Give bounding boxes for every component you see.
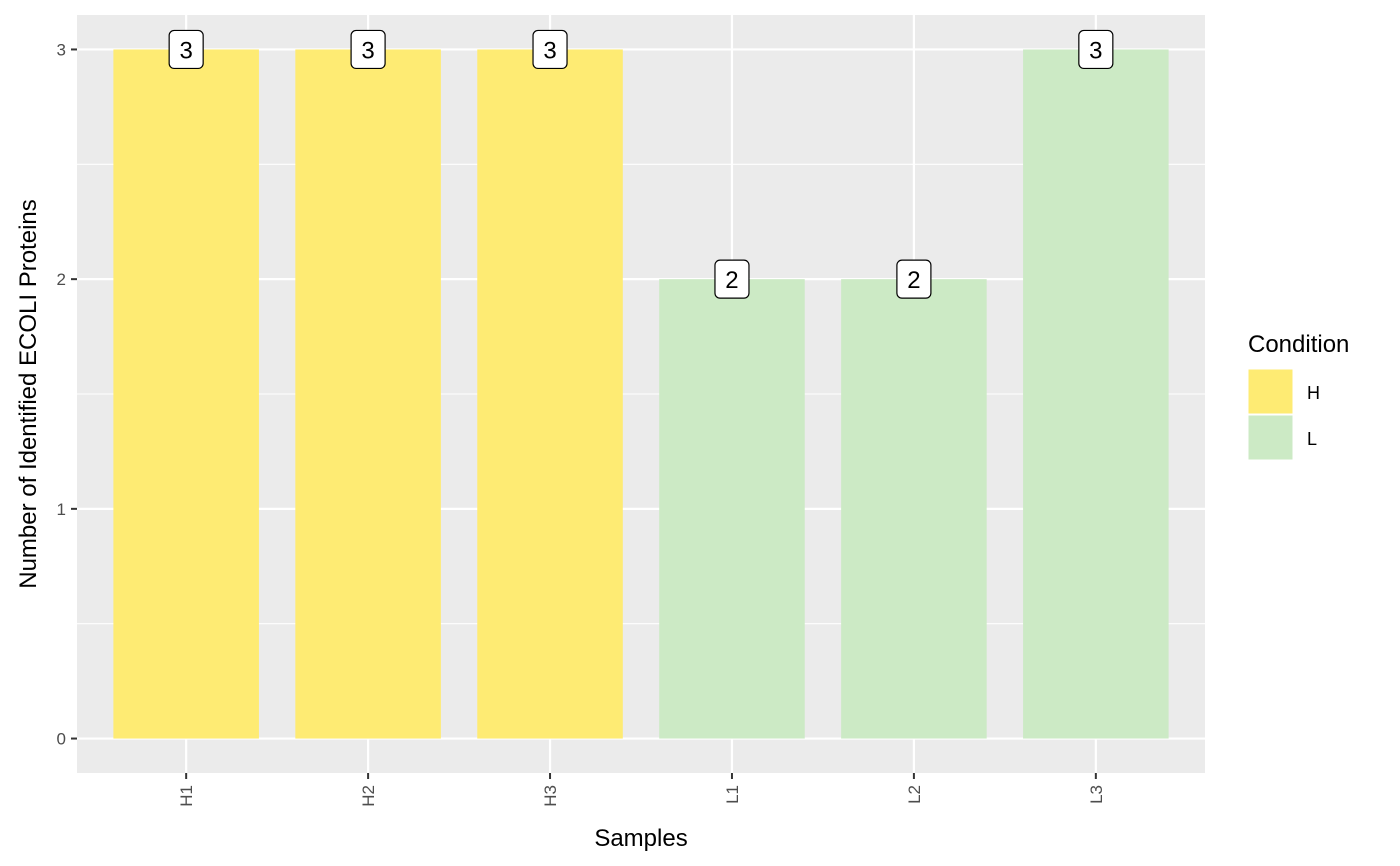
data-label-h3: 3 — [532, 29, 568, 70]
x-tick-label-h1: H1 — [177, 785, 196, 807]
bar-h3 — [477, 49, 623, 739]
data-label-h2: 3 — [350, 29, 386, 70]
data-label-l2: 2 — [896, 259, 932, 299]
bar-l2 — [841, 279, 987, 739]
data-label-text: 2 — [725, 267, 738, 294]
legend-title: Condition — [1248, 331, 1349, 358]
bar-l3 — [1023, 49, 1169, 739]
data-label-h1: 3 — [168, 29, 204, 70]
x-tick-label-l1: L1 — [723, 785, 742, 804]
data-label-box — [896, 259, 932, 299]
data-label-box — [532, 29, 568, 70]
x-axis: H1 H2 H3 L1 L2 L3 — [177, 773, 1106, 807]
data-label-box — [714, 259, 750, 299]
y-axis: 0 1 2 3 — [57, 40, 77, 749]
x-tick-label-h3: H3 — [541, 785, 560, 807]
legend: Condition H L — [1247, 331, 1349, 461]
y-tick-label: 2 — [57, 270, 66, 289]
data-label-text: 3 — [543, 37, 556, 64]
data-label-text: 3 — [1089, 37, 1102, 64]
x-tick-label-h2: H2 — [359, 785, 378, 807]
data-label-text: 2 — [907, 267, 920, 294]
data-label-text: 3 — [179, 37, 192, 64]
x-axis-title: Samples — [594, 825, 687, 852]
data-label-box — [350, 29, 386, 70]
y-tick-label: 0 — [57, 730, 66, 749]
legend-label-l: L — [1307, 429, 1317, 449]
x-tick-label-l2: L2 — [905, 785, 924, 804]
x-tick-label-l3: L3 — [1087, 785, 1106, 804]
data-label-box — [168, 29, 204, 70]
bars — [113, 49, 1169, 739]
data-label-l3: 3 — [1078, 29, 1114, 70]
legend-key-h — [1247, 368, 1294, 415]
data-label-box — [1078, 29, 1114, 70]
y-axis-title: Number of Identified ECOLI Proteins — [15, 199, 42, 589]
bar-h2 — [295, 49, 441, 739]
legend-key-l — [1247, 414, 1294, 461]
data-label-text: 3 — [361, 37, 374, 64]
y-tick-label: 1 — [57, 500, 66, 519]
data-labels: 3 3 3 2 2 3 — [168, 29, 1114, 299]
legend-label-h: H — [1307, 383, 1320, 403]
y-tick-label: 3 — [57, 40, 66, 59]
data-label-l1: 2 — [714, 259, 750, 299]
bar-h1 — [113, 49, 259, 739]
bar-l1 — [659, 279, 805, 739]
